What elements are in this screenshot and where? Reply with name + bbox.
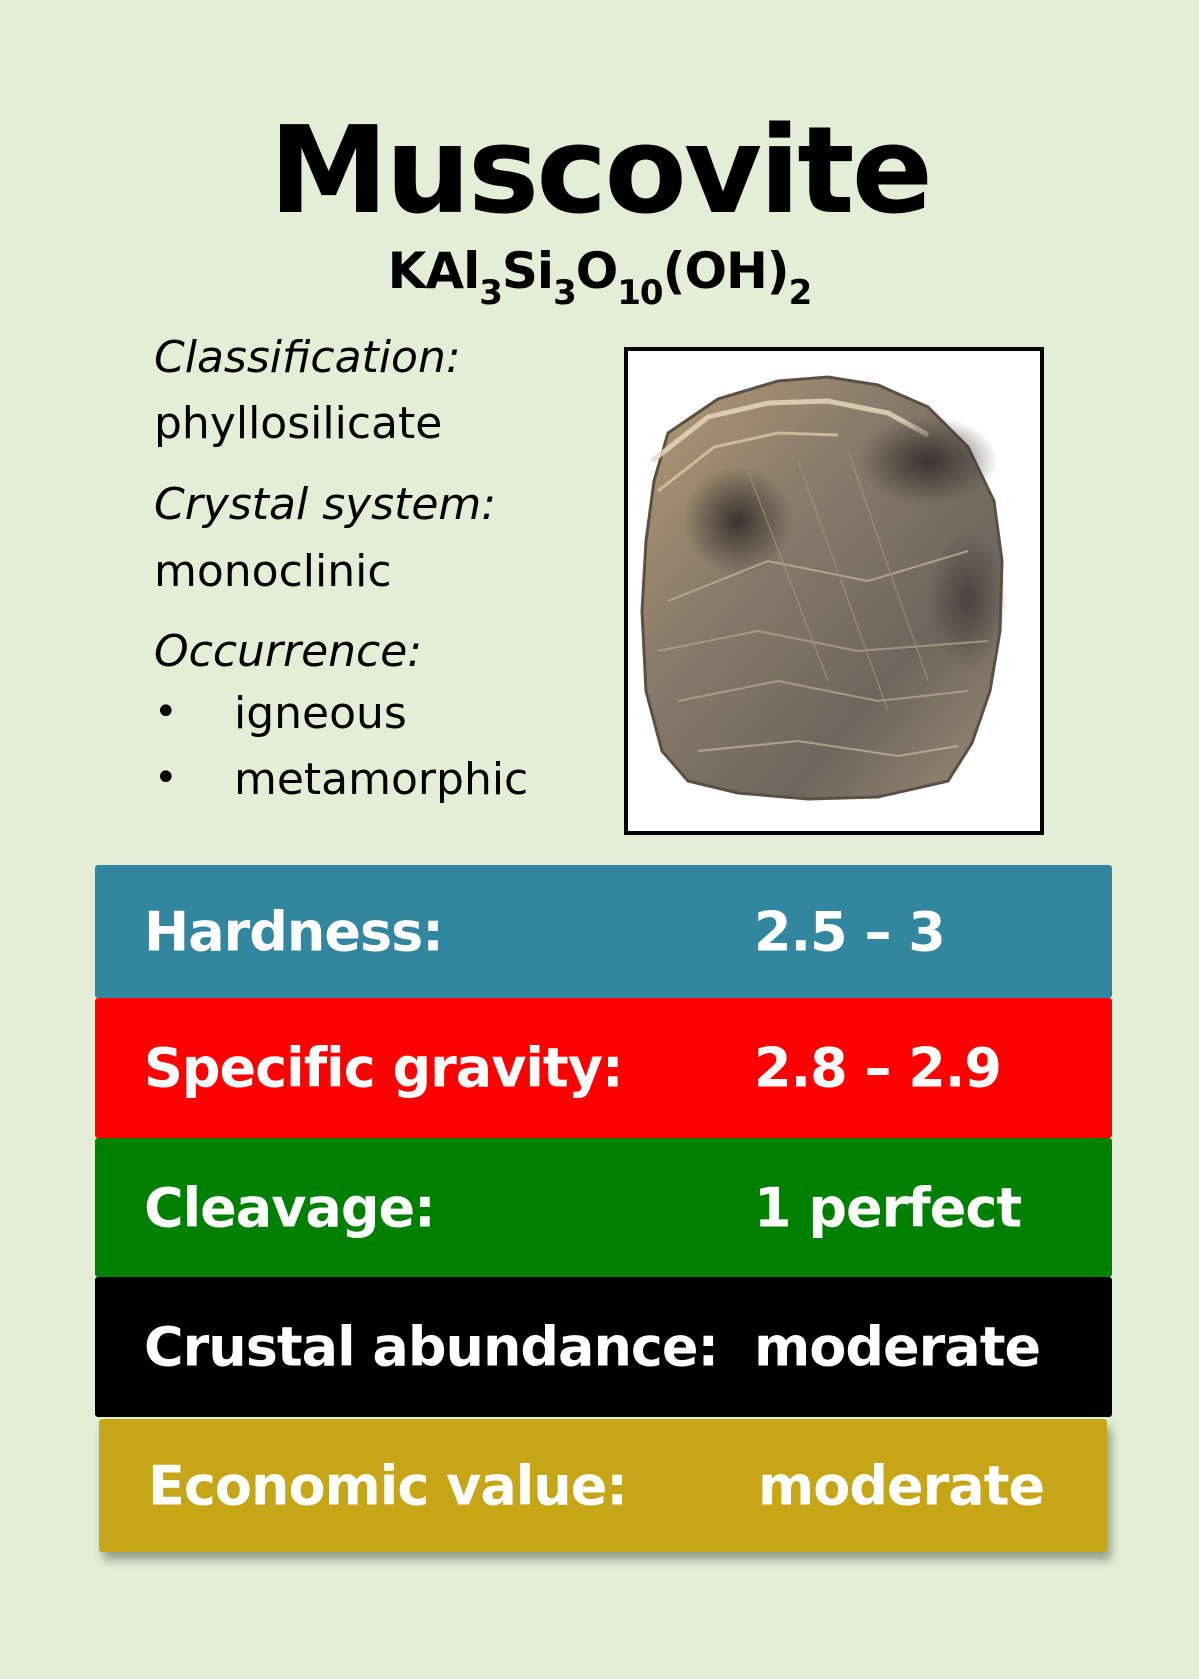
bullet-icon: • [154, 689, 178, 735]
property-row-hardness: Hardness: 2.5 – 3 [95, 865, 1112, 998]
property-label: Cleavage: [144, 1176, 436, 1239]
property-value: 2.8 – 2.9 [754, 1036, 1002, 1100]
property-value: 1 perfect [754, 1176, 1022, 1239]
mineral-specimen-icon [640, 375, 1008, 801]
property-row-cleavage: Cleavage: 1 perfect [95, 1138, 1112, 1277]
property-label: Specific gravity: [144, 1036, 624, 1100]
property-value: moderate [758, 1454, 1045, 1517]
property-label: Crustal abundance: [144, 1315, 719, 1379]
property-row-specific-gravity: Specific gravity: 2.8 – 2.9 [95, 998, 1112, 1138]
occurrence-label: Occurrence: [154, 626, 423, 677]
mineral-photo [624, 347, 1044, 835]
classification-value: phyllosilicate [154, 398, 443, 449]
property-value: moderate [754, 1315, 1041, 1379]
classification-label: Classification: [154, 332, 461, 383]
crystal-system-value: monoclinic [154, 546, 392, 597]
property-value: 2.5 – 3 [754, 900, 946, 963]
occurrence-item-text: igneous [234, 688, 407, 739]
bullet-icon: • [154, 755, 178, 801]
chemical-formula: KAl3Si3O10(OH)2 [387, 242, 813, 313]
crystal-system-label: Crystal system: [154, 479, 497, 530]
property-row-economic-value: Economic value: moderate [99, 1419, 1107, 1552]
property-label: Hardness: [144, 900, 444, 963]
property-label: Economic value: [148, 1454, 628, 1517]
property-row-crustal-abundance: Crustal abundance: moderate [95, 1277, 1112, 1417]
mineral-title: Muscovite [269, 102, 933, 241]
occurrence-item-text: metamorphic [234, 754, 529, 805]
